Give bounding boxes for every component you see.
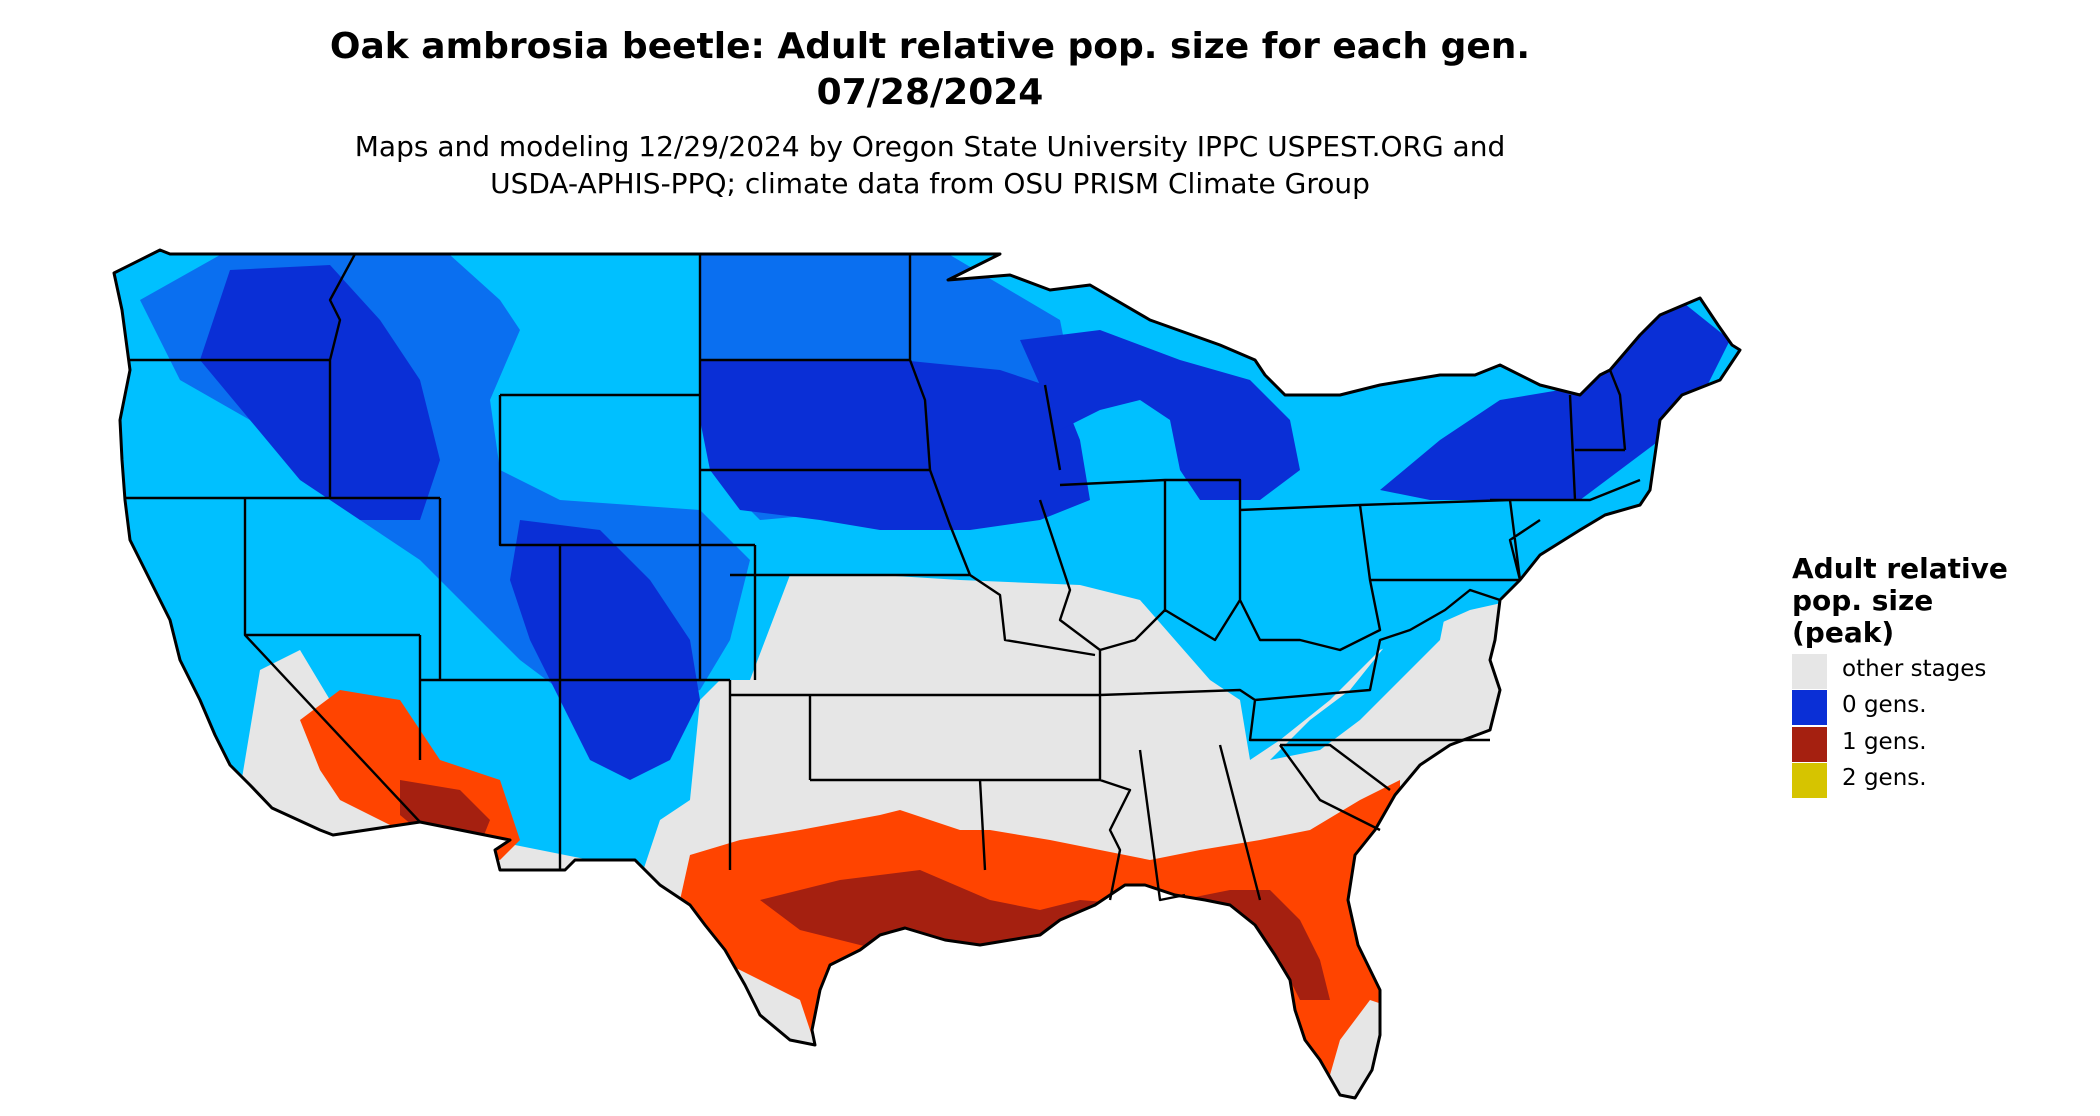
us-outline [112,248,1742,1100]
map-title-line2: 07/28/2024 [816,72,1044,113]
dark-blue-midwest [700,360,1090,530]
legend-swatch-red [1792,727,1827,762]
legend-swatch-gray [1792,654,1827,689]
dark-blue-michigan [1020,330,1300,500]
legend-label: other stages [1842,656,1987,682]
map-subtitle-line2: USDA-APHIS-PPQ; climate data from OSU PR… [490,167,1370,200]
dark-blue-southwest [510,520,700,780]
north-blue-band [114,250,1740,880]
legend-swatch-yellow [1792,763,1827,798]
map-title-line1: Oak ambrosia beetle: Adult relative pop.… [329,26,1531,67]
state-borders [125,253,1641,902]
legend-label: 2 gens. [1842,765,1927,791]
map-subtitle-line1: Maps and modeling 12/29/2024 by Oregon S… [354,130,1506,163]
legend-label: 0 gens. [1842,692,1927,718]
dark-blue-northeast [1380,300,1730,500]
legend-label: 1 gens. [1842,729,1927,755]
legend-title: Adult relative pop. size (peak) [1792,552,2008,649]
legend-swatch-blue [1792,690,1827,725]
dark-blue-west [200,265,440,520]
